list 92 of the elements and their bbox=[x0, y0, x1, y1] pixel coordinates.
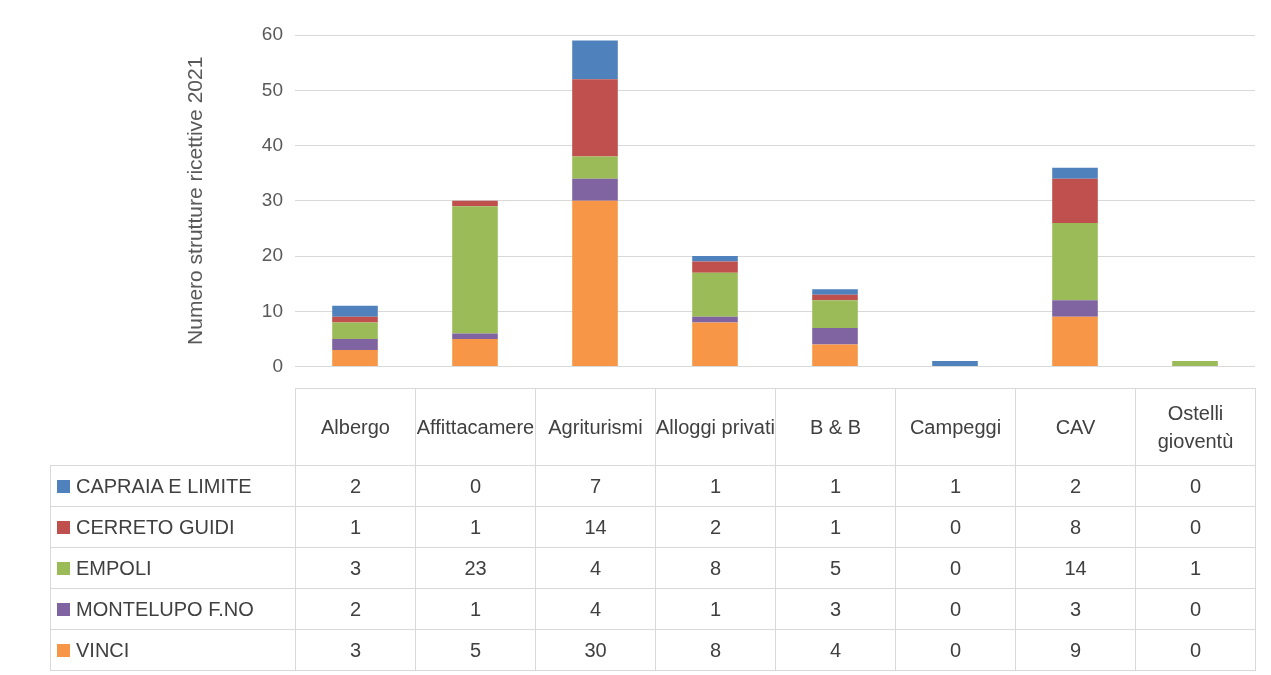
bar bbox=[452, 333, 498, 339]
bar bbox=[692, 322, 738, 367]
bar bbox=[812, 327, 858, 345]
data-label: 30 bbox=[535, 629, 656, 671]
legend-label: CAPRAIA E LIMITE bbox=[76, 474, 252, 497]
bar bbox=[812, 289, 858, 295]
y-tick-label: 40 bbox=[261, 133, 283, 155]
data-label: 1 bbox=[655, 588, 776, 630]
bar bbox=[1172, 361, 1218, 367]
x-tick-label: Agriturismi bbox=[535, 388, 656, 466]
x-tick-label: Albergo bbox=[295, 388, 416, 466]
data-label: 0 bbox=[895, 629, 1016, 671]
data-label: 0 bbox=[895, 506, 1016, 548]
data-label: 1 bbox=[775, 465, 896, 507]
data-label: 9 bbox=[1015, 629, 1136, 671]
legend-label: CERRETO GUIDI bbox=[76, 515, 235, 538]
bar bbox=[1052, 300, 1098, 317]
data-label: 1 bbox=[775, 506, 896, 548]
data-label: 1 bbox=[655, 465, 776, 507]
y-tick-label: 0 bbox=[272, 354, 283, 376]
data-label: 0 bbox=[415, 465, 536, 507]
y-axis-title: Numero strutture ricettive 2021 bbox=[183, 56, 207, 345]
data-label: 14 bbox=[535, 506, 656, 548]
data-label: 8 bbox=[1015, 506, 1136, 548]
bar bbox=[692, 316, 738, 323]
data-label: 8 bbox=[655, 547, 776, 589]
data-label: 0 bbox=[895, 547, 1016, 589]
data-label: 23 bbox=[415, 547, 536, 589]
bar bbox=[332, 338, 378, 351]
data-label: 1 bbox=[415, 506, 536, 548]
bar bbox=[452, 200, 498, 207]
bar bbox=[692, 256, 738, 262]
bar bbox=[692, 261, 738, 273]
y-tick-label: 30 bbox=[261, 189, 283, 211]
data-label: 8 bbox=[655, 629, 776, 671]
data-label: 2 bbox=[655, 506, 776, 548]
y-tick-label: 20 bbox=[261, 244, 283, 266]
bar bbox=[332, 316, 378, 323]
bar bbox=[332, 322, 378, 339]
bar bbox=[332, 350, 378, 367]
bar bbox=[452, 338, 498, 367]
legend-label: VINCI bbox=[76, 638, 130, 661]
data-label: 4 bbox=[775, 629, 896, 671]
bar bbox=[572, 200, 618, 367]
data-label: 5 bbox=[415, 629, 536, 671]
bar bbox=[1052, 178, 1098, 223]
bar bbox=[332, 305, 378, 317]
data-label: 4 bbox=[535, 588, 656, 630]
data-label: 3 bbox=[295, 629, 416, 671]
x-tick-label: B & B bbox=[775, 388, 896, 466]
data-label: 3 bbox=[775, 588, 896, 630]
bar bbox=[812, 344, 858, 367]
x-tick-label: Affittacamere bbox=[415, 388, 536, 466]
y-tick-label: 10 bbox=[261, 299, 283, 321]
data-label: 0 bbox=[1135, 465, 1256, 507]
data-label: 7 bbox=[535, 465, 656, 507]
data-label: 0 bbox=[895, 588, 1016, 630]
data-label: 2 bbox=[295, 588, 416, 630]
data-label: 4 bbox=[535, 547, 656, 589]
x-tick-label: Ostelli gioventù bbox=[1135, 388, 1256, 466]
data-label: 5 bbox=[775, 547, 896, 589]
data-label: 0 bbox=[1135, 506, 1256, 548]
data-label: 0 bbox=[1135, 588, 1256, 630]
bar bbox=[1052, 167, 1098, 179]
x-tick-label: CAV bbox=[1015, 388, 1136, 466]
bar bbox=[932, 361, 978, 367]
bar bbox=[692, 272, 738, 317]
bar bbox=[572, 79, 618, 157]
bar bbox=[572, 178, 618, 201]
data-label: 14 bbox=[1015, 547, 1136, 589]
bar bbox=[452, 206, 498, 334]
data-label: 1 bbox=[895, 465, 1016, 507]
legend-label: EMPOLI bbox=[76, 556, 152, 579]
data-label: 0 bbox=[1135, 629, 1256, 671]
x-tick-label: Campeggi bbox=[895, 388, 1016, 466]
x-tick-label: Alloggi privati bbox=[655, 388, 776, 466]
y-tick-label: 50 bbox=[261, 78, 283, 100]
data-label: 1 bbox=[1135, 547, 1256, 589]
data-label: 3 bbox=[1015, 588, 1136, 630]
bar bbox=[1052, 316, 1098, 367]
data-label: 3 bbox=[295, 547, 416, 589]
bar bbox=[812, 300, 858, 328]
legend-label: MONTELUPO F.NO bbox=[76, 597, 254, 620]
data-label: 1 bbox=[415, 588, 536, 630]
bar bbox=[812, 294, 858, 301]
data-label: 2 bbox=[295, 465, 416, 507]
bar bbox=[572, 40, 618, 80]
bar bbox=[572, 156, 618, 179]
data-label: 2 bbox=[1015, 465, 1136, 507]
data-label: 1 bbox=[295, 506, 416, 548]
bar bbox=[1052, 222, 1098, 301]
y-tick-label: 60 bbox=[261, 23, 283, 45]
